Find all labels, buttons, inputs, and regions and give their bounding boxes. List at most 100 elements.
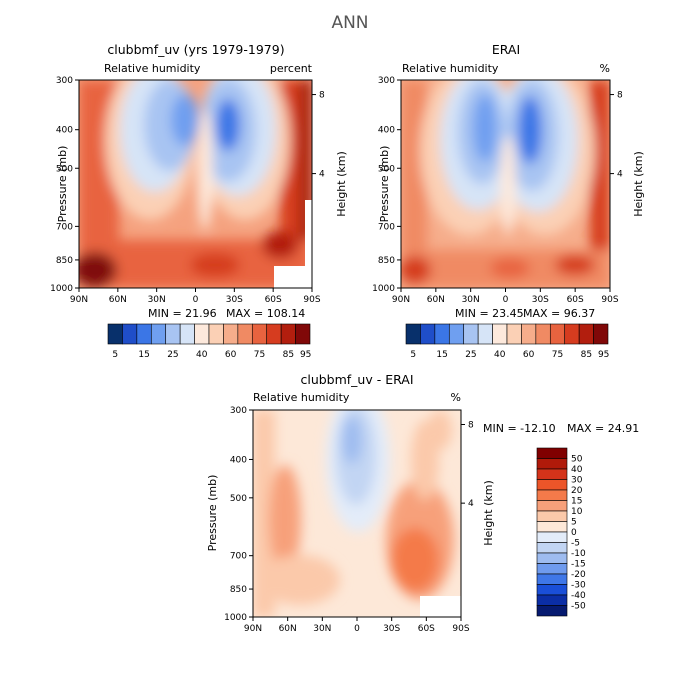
panel-obs-title: ERAI xyxy=(492,42,520,57)
colorbar-model-label: 95 xyxy=(300,350,311,360)
panel-diff-xtick-label: 0 xyxy=(354,624,360,634)
panel-model-ytick-label: 300 xyxy=(56,76,73,86)
colorbar-model-label: 40 xyxy=(196,350,208,360)
panel-diff-xtick-label: 90N xyxy=(244,624,262,634)
colorbar-diff-label: 50 xyxy=(571,455,583,465)
panel-diff-ytick-label: 300 xyxy=(230,406,247,416)
colorbar-obs-swatch xyxy=(593,323,609,345)
panel-obs-ytick-label: 400 xyxy=(378,126,395,136)
panel-model-subtitle-right: percent xyxy=(270,62,313,75)
colorbar-model-label: 5 xyxy=(112,350,118,360)
panel-obs-xtick-label: 30S xyxy=(532,295,549,305)
heatmap-model xyxy=(79,80,312,288)
panel-model-ylabel: Pressure (mb) xyxy=(56,146,69,223)
colorbar-diff-swatch xyxy=(536,510,568,522)
colorbar-obs-label: 15 xyxy=(436,350,447,360)
colorbar-diff-label: -20 xyxy=(571,570,586,580)
colorbar-obs-swatch xyxy=(564,323,580,345)
panel-obs-height-tick-label: 4 xyxy=(617,170,623,180)
colorbar-obs-swatch xyxy=(506,323,522,345)
panel-obs-min: MIN = 23.45 xyxy=(455,307,524,320)
colorbar-diff-swatch xyxy=(536,594,568,606)
heatmap-obs xyxy=(401,80,610,288)
panel-diff-subtitle-left: Relative humidity xyxy=(253,391,350,404)
colorbar-obs: 5 15 25 40 60 75 85 95 xyxy=(405,323,609,360)
colorbar-diff-swatch xyxy=(536,531,568,543)
colorbar-diff-label: 5 xyxy=(571,518,577,528)
colorbar-diff-label: -40 xyxy=(571,591,586,601)
panel-obs-ytick-label: 300 xyxy=(378,76,395,86)
colorbar-model-label: 15 xyxy=(138,350,149,360)
colorbar-obs-label: 75 xyxy=(552,350,563,360)
panel-model-subtitle-left: Relative humidity xyxy=(104,62,201,75)
colorbar-model-swatch xyxy=(223,323,239,345)
colorbar-diff-swatch xyxy=(536,458,568,470)
colorbar-obs-label: 25 xyxy=(465,350,476,360)
panel-obs-ylabel-right: Height (km) xyxy=(632,151,645,217)
colorbar-diff-label: 10 xyxy=(571,507,583,517)
panel-obs-xtick-label: 30N xyxy=(462,295,480,305)
panel-diff-ytick-label: 700 xyxy=(230,552,247,562)
colorbar-model-swatch xyxy=(280,323,296,345)
colorbar-diff-label: 0 xyxy=(571,528,577,538)
panel-diff: clubbmf_uv - ERAI Relative humidity % 30… xyxy=(206,372,639,634)
colorbar-obs-swatch xyxy=(578,323,594,345)
colorbar-model-swatch xyxy=(295,323,311,345)
panel-diff-ylabel: Pressure (mb) xyxy=(206,475,219,552)
colorbar-obs-label: 40 xyxy=(494,350,506,360)
colorbar-diff-swatch xyxy=(536,468,568,480)
colorbar-model-swatch xyxy=(208,323,224,345)
colorbar-model-swatch xyxy=(122,323,138,345)
colorbar-diff-swatch xyxy=(536,479,568,491)
colorbar-diff-label: -10 xyxy=(571,549,586,559)
panel-diff-ytick-label: 500 xyxy=(230,494,247,504)
panel-model-xtick-label: 60S xyxy=(265,295,282,305)
panel-diff-xtick-label: 60N xyxy=(279,624,297,634)
panel-model-min: MIN = 21.96 xyxy=(148,307,217,320)
panel-obs-ytick-label: 850 xyxy=(378,256,395,266)
colorbar-obs-swatch xyxy=(434,323,450,345)
panel-obs-subtitle-left: Relative humidity xyxy=(402,62,499,75)
panel-diff-ylabel-right: Height (km) xyxy=(482,480,495,546)
colorbar-model: 5 15 25 40 60 75 85 95 xyxy=(107,323,311,360)
panel-model-height-tick-label: 8 xyxy=(319,91,325,101)
colorbar-diff-swatch xyxy=(536,605,568,617)
panel-model-ytick-label: 700 xyxy=(56,222,73,232)
panel-model-ytick-label: 500 xyxy=(56,164,73,174)
colorbar-model-swatch xyxy=(150,323,167,345)
colorbar-obs-swatch xyxy=(492,323,508,345)
panel-obs-ytick-label: 1000 xyxy=(372,284,395,294)
panel-model-title: clubbmf_uv (yrs 1979-1979) xyxy=(107,42,284,57)
panel-diff-max: MAX = 24.91 xyxy=(567,422,639,435)
panel-diff-title: clubbmf_uv - ERAI xyxy=(300,372,413,387)
panel-diff-ytick-label: 1000 xyxy=(224,613,247,623)
colorbar-obs-swatch xyxy=(420,323,436,345)
colorbar-obs-swatch xyxy=(477,323,493,345)
colorbar-diff-swatch xyxy=(536,542,568,554)
panel-obs-xtick-label: 0 xyxy=(503,295,509,305)
panel-model-ytick-label: 850 xyxy=(56,256,73,266)
heatmap-diff xyxy=(253,410,461,617)
panel-diff-ytick-label: 400 xyxy=(230,455,247,465)
panel-diff-height-tick-label: 8 xyxy=(468,420,474,430)
panel-model-xtick-label: 90N xyxy=(70,295,88,305)
colorbar-model-swatch xyxy=(179,323,195,345)
panel-model: clubbmf_uv (yrs 1979-1979) Relative humi… xyxy=(50,42,348,360)
panel-model-max: MAX = 108.14 xyxy=(226,307,305,320)
panel-model-xtick-label: 0 xyxy=(193,295,199,305)
colorbar-obs-swatch xyxy=(549,323,566,345)
colorbar-model-label: 25 xyxy=(167,350,178,360)
colorbar-obs-swatch xyxy=(448,323,465,345)
colorbar-obs-label: 5 xyxy=(410,350,416,360)
panel-obs-xtick-label: 90N xyxy=(392,295,410,305)
panel-obs-xtick-label: 60N xyxy=(427,295,445,305)
colorbar-obs-label: 85 xyxy=(581,350,592,360)
panel-model-xtick-label: 30S xyxy=(226,295,243,305)
panel-diff-xtick-label: 30S xyxy=(383,624,400,634)
panel-model-height-tick-label: 4 xyxy=(319,170,325,180)
colorbar-model-label: 75 xyxy=(254,350,265,360)
colorbar-model-label: 85 xyxy=(283,350,294,360)
panel-model-ytick-label: 1000 xyxy=(50,284,73,294)
panel-diff-xtick-label: 60S xyxy=(418,624,435,634)
